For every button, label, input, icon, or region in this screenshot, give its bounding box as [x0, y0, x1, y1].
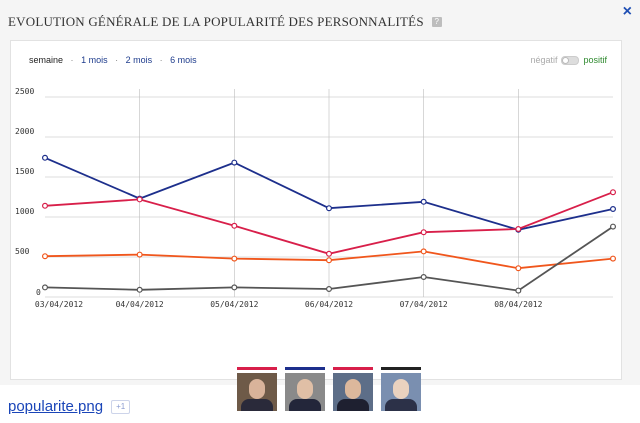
legend-portrait-4[interactable] — [381, 367, 421, 411]
data-point — [609, 223, 616, 230]
portrait-4-icon — [381, 373, 421, 411]
data-point — [42, 154, 49, 161]
legend-color-bar — [237, 367, 277, 370]
data-point — [42, 284, 49, 291]
data-point — [231, 284, 238, 291]
legend-portrait-3[interactable] — [333, 367, 373, 411]
portrait-head — [249, 379, 265, 399]
range-separator: · — [115, 55, 119, 65]
data-point — [420, 229, 427, 236]
data-point — [136, 251, 143, 258]
y-axis-ticks: 0 500 1000 1500 2000 2500 — [15, 87, 41, 297]
y-tick-label: 0 — [36, 288, 41, 297]
portrait-3-icon — [333, 373, 373, 411]
y-tick-label: 1500 — [15, 167, 34, 176]
legend-color-bar — [333, 367, 373, 370]
info-icon[interactable]: ? — [431, 17, 442, 27]
x-tick-label: 04/04/2012 — [116, 300, 164, 309]
x-tick-label: 06/04/2012 — [305, 300, 353, 309]
sign-toggle: négatif positif — [530, 55, 607, 65]
data-point — [609, 206, 616, 213]
grid — [45, 89, 613, 298]
data-point — [515, 226, 522, 233]
data-point — [609, 255, 616, 262]
portrait-body — [289, 399, 321, 411]
portrait-head — [297, 379, 313, 399]
range-nav: semaine · 1 mois · 2 mois · 6 mois — [29, 55, 197, 65]
data-point — [42, 253, 49, 260]
plus-one-button[interactable]: +1 — [111, 399, 131, 414]
x-tick-label: 05/04/2012 — [210, 300, 258, 309]
range-2-months[interactable]: 2 mois — [125, 55, 153, 65]
range-week[interactable]: semaine — [29, 55, 64, 65]
y-tick-label: 500 — [15, 247, 30, 256]
data-point — [420, 248, 427, 255]
line-chart: 0 500 1000 1500 2000 2500 03/04/2012 04/04/201… — [15, 87, 616, 309]
data-point — [231, 159, 238, 166]
legend — [237, 367, 429, 411]
positive-label[interactable]: positif — [583, 55, 607, 65]
data-point — [326, 205, 333, 212]
data-point — [231, 222, 238, 229]
portrait-head — [393, 379, 409, 399]
range-separator: · — [70, 55, 74, 65]
popularity-widget: EVOLUTION GÉNÉRALE DE LA POPULARITÉ DES … — [8, 3, 632, 411]
x-axis-ticks: 03/04/2012 04/04/2012 05/04/2012 06/04/2012… — [35, 300, 543, 309]
x-tick-label: 07/04/2012 — [400, 300, 448, 309]
data-point — [136, 196, 143, 203]
image-caption: popularite.png +1 — [8, 398, 131, 415]
portrait-body — [337, 399, 369, 411]
y-tick-label: 2000 — [15, 127, 34, 136]
toggle-switch[interactable] — [561, 55, 580, 65]
range-1-month[interactable]: 1 mois — [81, 55, 108, 65]
data-point — [326, 286, 333, 293]
data-point — [326, 257, 333, 264]
range-6-months[interactable]: 6 mois — [170, 55, 197, 65]
data-point — [326, 250, 333, 257]
close-icon[interactable]: × — [622, 3, 632, 20]
negative-label[interactable]: négatif — [530, 55, 558, 65]
x-tick-label: 03/04/2012 — [35, 300, 83, 309]
portrait-body — [385, 399, 417, 411]
toggle-knob[interactable] — [562, 56, 570, 64]
portrait-body — [241, 399, 273, 411]
data-point — [515, 287, 522, 294]
legend-color-bar — [285, 367, 325, 370]
chart-panel: semaine · 1 mois · 2 mois · 6 mois négat… — [10, 40, 622, 411]
widget-title: EVOLUTION GÉNÉRALE DE LA POPULARITÉ DES … — [8, 14, 424, 29]
legend-color-bar — [381, 367, 421, 370]
y-tick-label: 2500 — [15, 87, 34, 96]
data-point — [136, 286, 143, 293]
data-point — [420, 198, 427, 205]
portrait-2-icon — [285, 373, 325, 411]
portrait-head — [345, 379, 361, 399]
legend-portrait-2[interactable] — [285, 367, 325, 411]
x-tick-label: 08/04/2012 — [494, 300, 542, 309]
data-point — [515, 265, 522, 272]
data-point — [42, 202, 49, 209]
legend-portrait-1[interactable] — [237, 367, 277, 411]
range-separator: · — [159, 55, 163, 65]
file-link[interactable]: popularite.png — [8, 398, 104, 415]
portrait-1-icon — [237, 373, 277, 411]
widget-header: EVOLUTION GÉNÉRALE DE LA POPULARITÉ DES … — [8, 12, 442, 32]
series-points — [42, 154, 616, 294]
data-point — [420, 274, 427, 281]
data-point — [231, 255, 238, 262]
data-point — [609, 189, 616, 196]
y-tick-label: 1000 — [15, 207, 34, 216]
